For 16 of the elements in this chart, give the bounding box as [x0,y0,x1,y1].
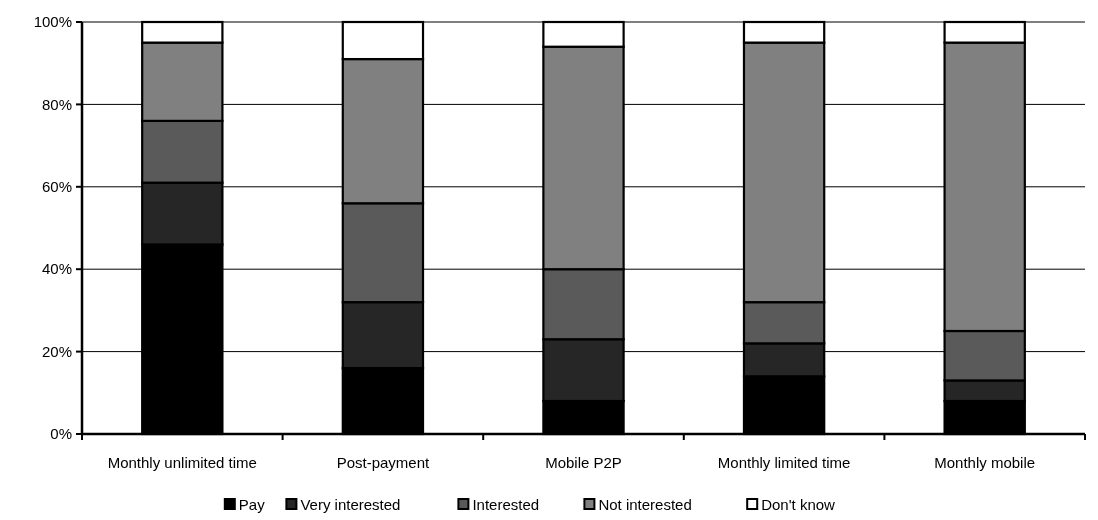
legend-label: Interested [472,496,540,513]
y-tick-label: 20% [41,342,72,360]
legend-label: Not interested [598,496,692,513]
x-tick-label: Monthly unlimited time [107,454,257,471]
legend-label: Very interested [300,496,401,513]
y-tick-label: 40% [41,260,72,278]
y-tick-label: 60% [41,178,72,196]
x-tick-label: Monthly limited time [717,454,851,471]
y-tick-label: 100% [33,13,72,31]
x-tick-label: Post-payment [336,454,430,471]
y-tick-label: 0% [50,425,72,443]
x-tick-label: Monthly mobile [934,454,1036,471]
y-tick-label: 80% [41,95,72,113]
x-tick-label: Mobile P2P [545,454,622,471]
legend-label: Don't know [761,496,836,513]
legend-label: Pay [238,496,266,513]
